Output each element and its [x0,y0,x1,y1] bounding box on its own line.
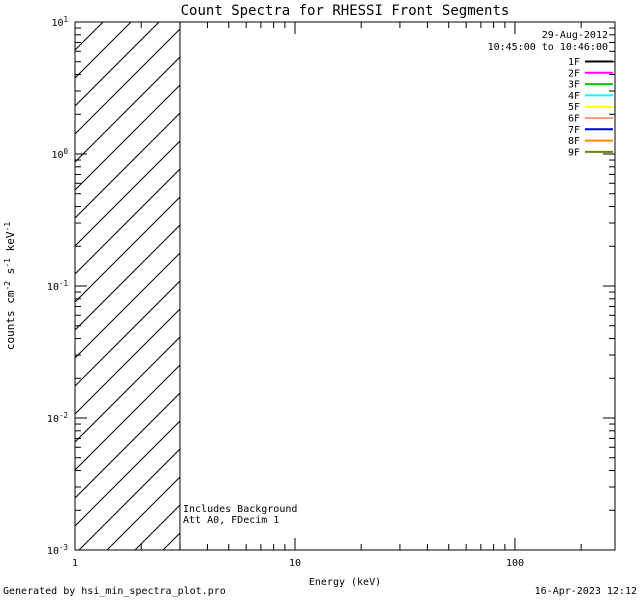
hatch-line [75,84,180,191]
footer-datetime: 16-Apr-2023 12:12 [535,586,637,597]
hatch-line [75,196,180,303]
hatch-line [75,336,180,443]
x-tick-label-1: 1 [72,558,78,569]
x-tick-label-100: 100 [506,558,524,569]
hatch-line [134,504,180,550]
legend-label: 7F [568,125,580,136]
legend-label: 6F [568,114,580,125]
y-tick-label: 101 [51,15,68,29]
legend-label: 1F [568,57,580,68]
y-tick-label: 10-2 [47,411,68,425]
hatch-line [75,252,180,359]
legend-label: 4F [568,91,580,102]
observation-interval: 10:45:00 to 10:46:00 [488,42,608,53]
chart-title: Count Spectra for RHESSI Front Segments [181,3,510,19]
hatch-line [106,476,180,550]
hatch-line [75,140,180,247]
hatch-line [75,364,180,471]
annotation-background: Includes Background [183,504,297,515]
legend-label: 2F [568,68,580,79]
plot-frame [74,21,616,551]
y-tick-label: 10-3 [47,543,68,557]
legend-label: 9F [568,147,580,158]
legend-label: 5F [568,102,580,113]
hatch-region [75,22,180,550]
annotation-attenuator: Att A0, FDecim 1 [183,515,279,526]
hatch-line [78,448,180,550]
y-tick-label: 10-1 [47,279,68,293]
hatch-line [75,224,180,331]
legend-label: 8F [568,136,580,147]
hatch-line [75,392,180,499]
hatch-line [75,280,180,387]
legend-label: 3F [568,80,580,91]
footer-generator: Generated by hsi_min_spectra_plot.pro [3,586,226,597]
observation-date: 29-Aug-2012 [542,30,608,41]
y-axis-label: counts cm-2 s-1 keV-1 [3,222,17,350]
x-axis-label: Energy (keV) [309,577,381,588]
hatch-line [75,28,180,135]
hatch-line [75,420,180,527]
x-tick-label-10: 10 [289,558,301,569]
hatch-line [75,308,180,415]
y-tick-label: 100 [51,147,68,161]
hatch-line [75,56,180,163]
